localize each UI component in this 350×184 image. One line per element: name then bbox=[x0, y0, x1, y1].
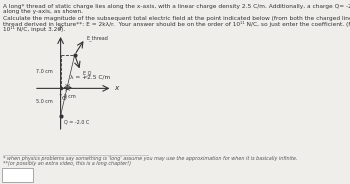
Text: 10¹¹ N/C, input 3.26).: 10¹¹ N/C, input 3.26). bbox=[3, 26, 65, 32]
Text: x: x bbox=[114, 85, 118, 91]
Text: along the y-axis, as shown.: along the y-axis, as shown. bbox=[3, 9, 83, 14]
Text: λ = +2.5 C/m: λ = +2.5 C/m bbox=[70, 74, 110, 79]
Text: **(or possibly an extra video, this is a long chapter!): **(or possibly an extra video, this is a… bbox=[3, 161, 131, 166]
Text: O: O bbox=[62, 96, 67, 101]
Text: y: y bbox=[58, 24, 63, 30]
Text: Q = -2.0 C: Q = -2.0 C bbox=[64, 119, 89, 124]
Text: E_thread: E_thread bbox=[86, 36, 108, 41]
Text: * when physics problems say something is 'long' assume you may use the approxima: * when physics problems say something is… bbox=[3, 156, 297, 161]
Text: 7.0 cm: 7.0 cm bbox=[36, 69, 53, 74]
FancyBboxPatch shape bbox=[2, 168, 33, 182]
Text: 7.0 cm: 7.0 cm bbox=[59, 94, 76, 99]
Text: 5.0 cm: 5.0 cm bbox=[36, 100, 53, 105]
Text: E_Q: E_Q bbox=[82, 70, 91, 76]
Text: Calculate the magnitude of the subsequent total electric field at the point indi: Calculate the magnitude of the subsequen… bbox=[3, 16, 350, 21]
Text: thread derived in lecture**: E = 2kλ/r.  Your answer should be on the order of 1: thread derived in lecture**: E = 2kλ/r. … bbox=[3, 21, 350, 27]
Text: A long* thread of static charge lies along the x-axis, with a linear charge dens: A long* thread of static charge lies alo… bbox=[3, 4, 350, 9]
